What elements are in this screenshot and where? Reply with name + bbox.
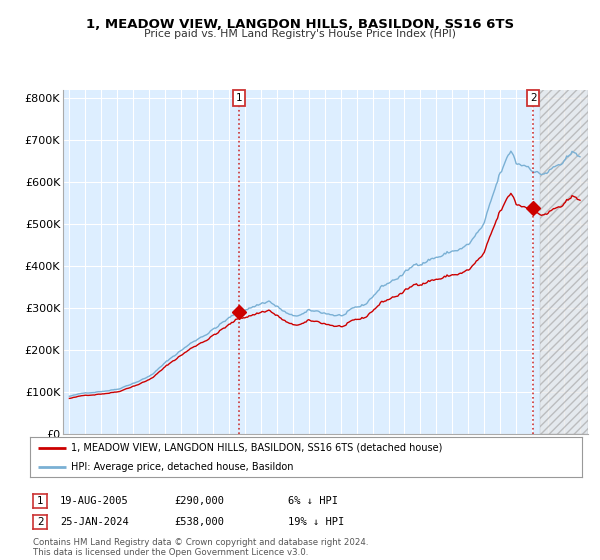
Text: 1: 1	[236, 93, 242, 103]
Text: 6% ↓ HPI: 6% ↓ HPI	[288, 496, 338, 506]
Text: 2: 2	[37, 517, 44, 527]
Text: 19-AUG-2005: 19-AUG-2005	[60, 496, 129, 506]
Text: 1, MEADOW VIEW, LANGDON HILLS, BASILDON, SS16 6TS: 1, MEADOW VIEW, LANGDON HILLS, BASILDON,…	[86, 18, 514, 31]
Text: 2: 2	[530, 93, 536, 103]
Text: £538,000: £538,000	[174, 517, 224, 527]
Text: Price paid vs. HM Land Registry's House Price Index (HPI): Price paid vs. HM Land Registry's House …	[144, 29, 456, 39]
Text: HPI: Average price, detached house, Basildon: HPI: Average price, detached house, Basi…	[71, 462, 294, 472]
Text: 1, MEADOW VIEW, LANGDON HILLS, BASILDON, SS16 6TS (detached house): 1, MEADOW VIEW, LANGDON HILLS, BASILDON,…	[71, 443, 443, 452]
Text: 1: 1	[37, 496, 44, 506]
Text: £290,000: £290,000	[174, 496, 224, 506]
Text: 25-JAN-2024: 25-JAN-2024	[60, 517, 129, 527]
Text: 19% ↓ HPI: 19% ↓ HPI	[288, 517, 344, 527]
Text: Contains HM Land Registry data © Crown copyright and database right 2024.
This d: Contains HM Land Registry data © Crown c…	[33, 538, 368, 557]
